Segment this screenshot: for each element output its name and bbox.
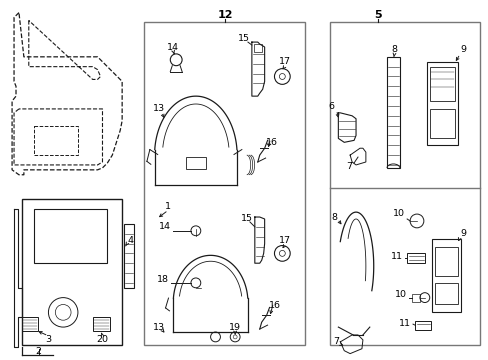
Bar [185,157,205,169]
Bar [434,247,457,276]
Bar [386,57,400,168]
Text: 12: 12 [217,10,233,19]
Bar [22,199,122,345]
Bar [431,239,460,312]
Text: 20: 20 [96,336,108,345]
Bar [429,109,454,138]
Bar [143,22,305,345]
Text: 5: 5 [373,10,381,19]
Text: 14: 14 [167,42,179,51]
Bar [407,253,424,263]
Text: 4: 4 [127,236,133,245]
Text: 16: 16 [265,138,277,147]
Text: 17: 17 [279,236,291,245]
Text: 15: 15 [241,215,252,224]
Text: 7: 7 [346,162,351,171]
Text: 7: 7 [333,337,339,346]
Bar [426,62,457,145]
Bar [434,283,457,305]
Bar [411,294,419,302]
Text: 2: 2 [36,347,41,356]
Text: 15: 15 [238,33,249,42]
Text: 8: 8 [331,212,337,221]
Text: 13: 13 [152,104,164,113]
Text: 11: 11 [390,252,403,261]
Bar [330,22,479,345]
Text: 14: 14 [159,222,171,231]
Text: 8: 8 [390,45,397,54]
Bar [124,224,134,288]
Text: 10: 10 [394,290,407,299]
Text: 1: 1 [165,202,171,211]
Text: 9: 9 [459,229,465,238]
Bar [92,317,110,331]
Text: 3: 3 [45,336,51,345]
Text: 13: 13 [152,323,164,332]
Text: 6: 6 [328,103,334,112]
Text: 10: 10 [392,208,405,217]
Text: 19: 19 [229,323,241,332]
Text: 18: 18 [157,275,169,284]
Text: 16: 16 [268,301,280,310]
Text: 11: 11 [398,319,410,328]
Bar [429,67,454,101]
Text: 17: 17 [279,57,291,66]
Text: 9: 9 [459,45,465,54]
Bar [253,44,261,52]
Bar [414,321,430,330]
Bar [34,209,107,263]
Bar [34,126,78,155]
Bar [22,317,38,331]
